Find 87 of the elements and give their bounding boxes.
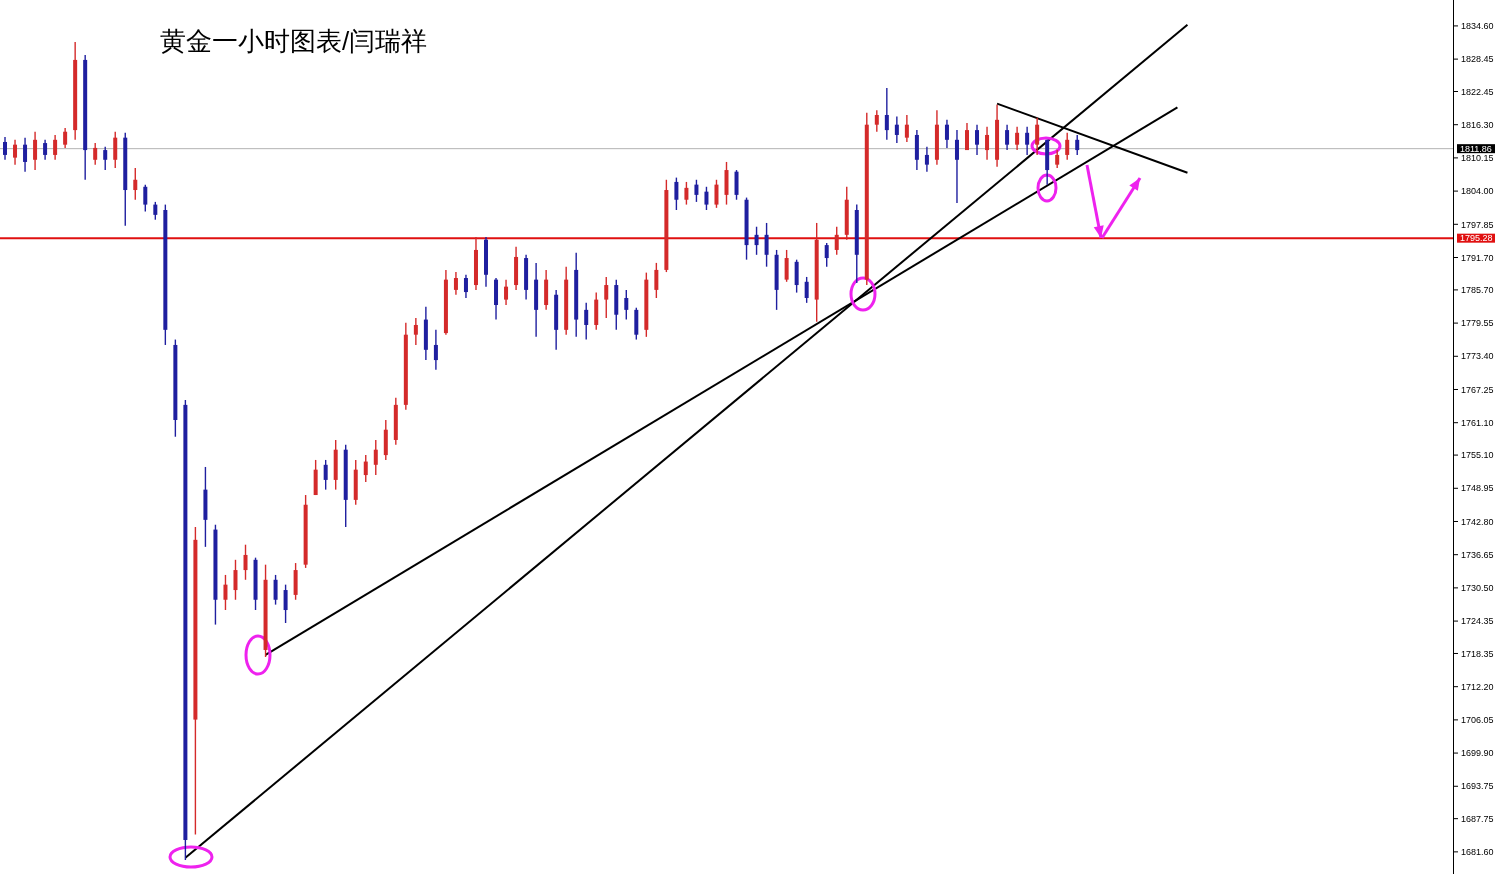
y-tick-label: 1773.40 [1461, 351, 1494, 362]
candlestick [834, 226, 839, 256]
y-tick-label: 1736.65 [1461, 549, 1494, 560]
y-tick-label: 1724.35 [1461, 616, 1494, 627]
candlestick [463, 274, 468, 299]
candlestick [784, 249, 789, 283]
candlestick [624, 289, 629, 321]
y-tick-label: 1804.00 [1461, 186, 1494, 197]
candlestick [63, 127, 68, 149]
candlestick [904, 114, 909, 143]
candlestick [1005, 124, 1010, 151]
candlestick [884, 87, 889, 141]
candlestick [243, 544, 248, 581]
candlestick [1075, 134, 1080, 156]
y-tick-label: 1767.25 [1461, 384, 1494, 395]
candlestick [1025, 126, 1030, 156]
candlestick [674, 176, 679, 211]
candlestick [33, 131, 38, 171]
y-tick-label: 1706.05 [1461, 715, 1494, 726]
y-tick-label: 1810.15 [1461, 153, 1494, 164]
y-tick-label: 1748.95 [1461, 483, 1494, 494]
y-tick-label: 1834.60 [1461, 21, 1494, 32]
y-tick-label: 1785.70 [1461, 285, 1494, 296]
candlestick [894, 115, 899, 144]
candlestick [804, 276, 809, 304]
candlestick [273, 574, 278, 606]
candlestick [684, 181, 689, 206]
candlestick [3, 136, 8, 161]
candlestick [954, 129, 959, 204]
candlestick [373, 439, 378, 476]
y-tick-label: 1699.90 [1461, 748, 1494, 759]
candlestick [734, 169, 739, 201]
candlestick [965, 122, 969, 151]
candlestick [113, 131, 118, 169]
y-tick-label: 1797.85 [1461, 219, 1494, 230]
y-tick-label: 1816.30 [1461, 119, 1494, 130]
candlestick [754, 226, 759, 256]
y-tick-label: 1687.75 [1461, 813, 1494, 824]
candlestick [654, 262, 659, 299]
y-tick-label: 1742.80 [1461, 516, 1494, 527]
candlestick [413, 317, 418, 346]
candlestick [223, 574, 228, 611]
y-tick-label: 1718.35 [1461, 648, 1494, 659]
candlestick [133, 167, 138, 201]
y-tick-label: 1828.45 [1461, 54, 1494, 65]
candlestick [714, 179, 719, 209]
candlestick [924, 146, 929, 173]
candlestick [53, 134, 58, 161]
candlestick [944, 119, 949, 149]
candlestick [103, 146, 108, 171]
y-tick-label: 1822.45 [1461, 86, 1494, 97]
y-tick-label: 1693.75 [1461, 781, 1494, 792]
candlestick [93, 142, 98, 166]
text: 黄金一小时图表/闫瑞祥 [160, 26, 428, 56]
candlestick [1065, 132, 1070, 161]
candlestick [975, 124, 980, 156]
candlestick [323, 459, 328, 491]
y-tick-label: 1761.10 [1461, 417, 1494, 428]
candlestick [433, 329, 438, 371]
candlestick [504, 278, 509, 306]
y-tick-label: 1712.20 [1461, 681, 1494, 692]
candlestick [453, 271, 458, 296]
y-tick-label: 1791.70 [1461, 252, 1494, 263]
candlestick [704, 186, 709, 211]
candlestick [794, 258, 799, 294]
candlestick [23, 136, 28, 173]
candlestick [1035, 116, 1040, 156]
candlestick [283, 583, 288, 624]
y-tick-label: 1730.50 [1461, 583, 1494, 594]
candlestick [143, 183, 148, 213]
candlestick [233, 559, 238, 601]
candlestick [874, 109, 879, 133]
y-tick-label: 1681.60 [1461, 847, 1494, 858]
candlestick [985, 126, 990, 161]
candlestick [764, 222, 769, 268]
candlestick [13, 139, 18, 166]
candlestick [363, 454, 368, 483]
candlestick [584, 302, 589, 341]
y-tick-label: 1755.10 [1461, 450, 1494, 461]
y-tick-label: 1779.55 [1461, 318, 1494, 329]
candlestick [694, 179, 699, 203]
candlestick [1015, 126, 1020, 151]
candlestick [43, 139, 48, 161]
ref-line-label: 1795.28 [1460, 233, 1493, 244]
candlestick [604, 276, 609, 319]
candlestick [824, 242, 829, 268]
ref-line-label: 1811.86 [1460, 143, 1492, 154]
